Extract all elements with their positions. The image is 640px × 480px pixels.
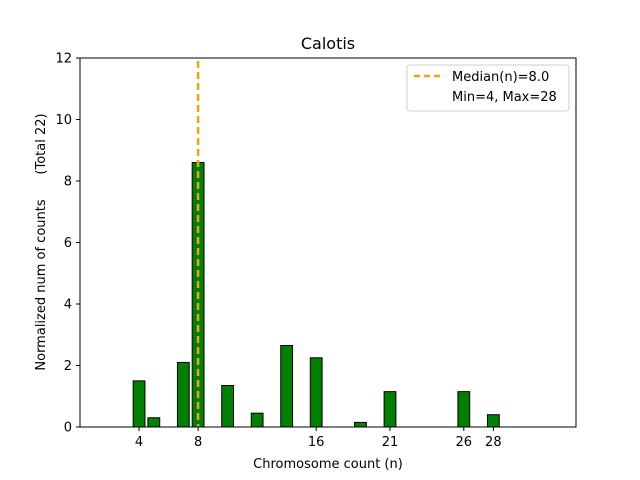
y-axis-ticks: 0 2 4 6 8 10 12 — [55, 52, 80, 436]
x-tick-label: 4 — [135, 435, 143, 450]
bar-n-4 — [132, 380, 146, 428]
y-tick-label: 12 — [55, 52, 72, 67]
legend-range-label: Min=4, Max=28 — [452, 90, 557, 105]
bar-n-16 — [309, 357, 323, 428]
legend: Median(n)=8.0 Min=4, Max=28 — [406, 64, 570, 112]
plot-area — [80, 58, 576, 427]
x-tick-label: 16 — [308, 435, 325, 450]
bar-n-14 — [280, 345, 294, 428]
bar-n-21 — [383, 391, 397, 428]
bar-n-5 — [147, 417, 161, 428]
plot-frame — [79, 57, 577, 428]
x-tick-label: 26 — [456, 435, 473, 450]
y-tick-label: 10 — [55, 113, 72, 128]
x-axis-label: Chromosome count (n) — [253, 457, 403, 472]
bar-n-10 — [221, 384, 235, 428]
x-tick-label: 21 — [382, 435, 399, 450]
bar-n-12 — [250, 412, 264, 428]
bar-n-7 — [176, 361, 190, 428]
y-tick-label: 6 — [64, 236, 72, 251]
bar-n-26 — [457, 391, 471, 428]
y-tick-label: 8 — [64, 175, 72, 190]
chart-title: Calotis — [301, 34, 355, 53]
x-tick-label: 28 — [485, 435, 502, 450]
legend-box — [406, 64, 570, 112]
y-axis-label: Normalized num of counts (Total 22) — [34, 113, 49, 370]
y-tick-label: 2 — [64, 359, 72, 374]
y-tick-label: 0 — [64, 421, 72, 436]
bar-n-19 — [354, 421, 367, 428]
y-tick-label: 4 — [64, 298, 72, 313]
x-axis-ticks: 4 8 16 21 26 28 — [135, 427, 502, 450]
bar-n-28 — [486, 414, 500, 428]
x-tick-label: 8 — [194, 435, 202, 450]
legend-median-label: Median(n)=8.0 — [452, 70, 549, 85]
